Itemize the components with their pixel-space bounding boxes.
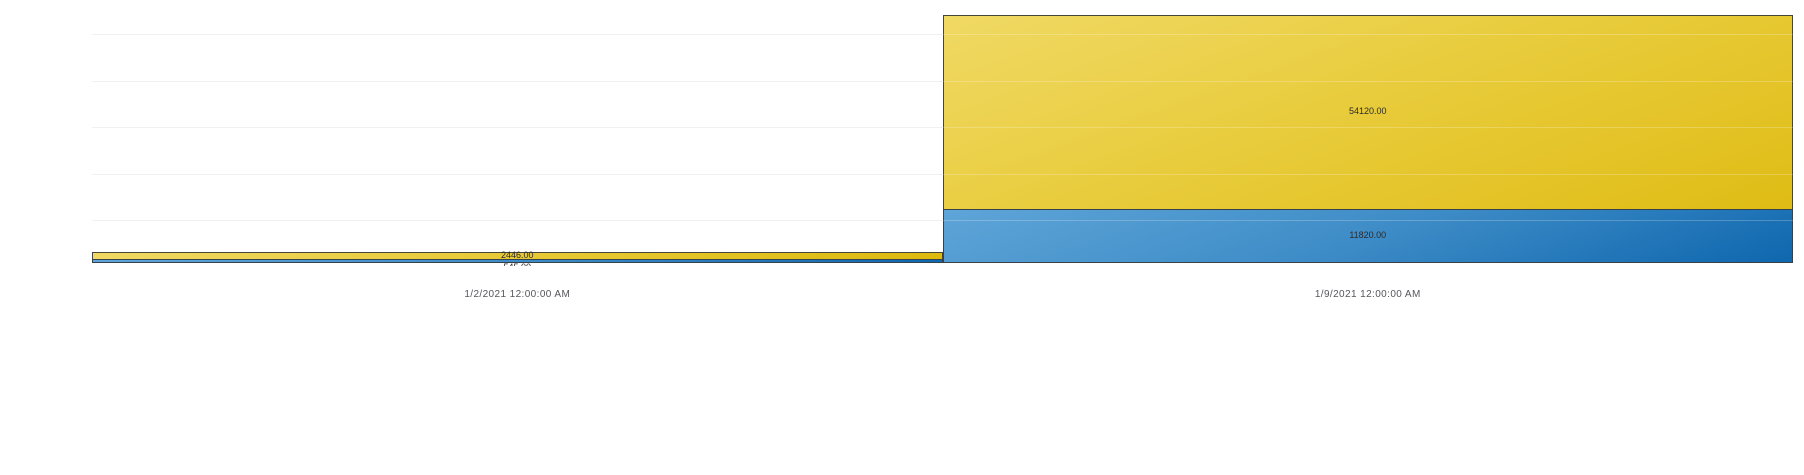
x-axis: 1/2/2021 12:00:00 AM 1/9/2021 12:00:00 AM [92, 289, 1793, 303]
blue-bar-segment[interactable] [942, 208, 1793, 263]
blue-bar-segment[interactable] [92, 259, 943, 263]
blue-value-label: 545.00 [92, 263, 943, 267]
bar-group-1: 2446.00545.00 [92, 0, 943, 266]
x-axis-label: 1/9/2021 12:00:00 AM [1314, 289, 1421, 300]
x-axis-label: 1/2/2021 12:00:00 AM [464, 289, 571, 300]
bar-group-2: 54120.00 11820.00 [942, 0, 1793, 266]
